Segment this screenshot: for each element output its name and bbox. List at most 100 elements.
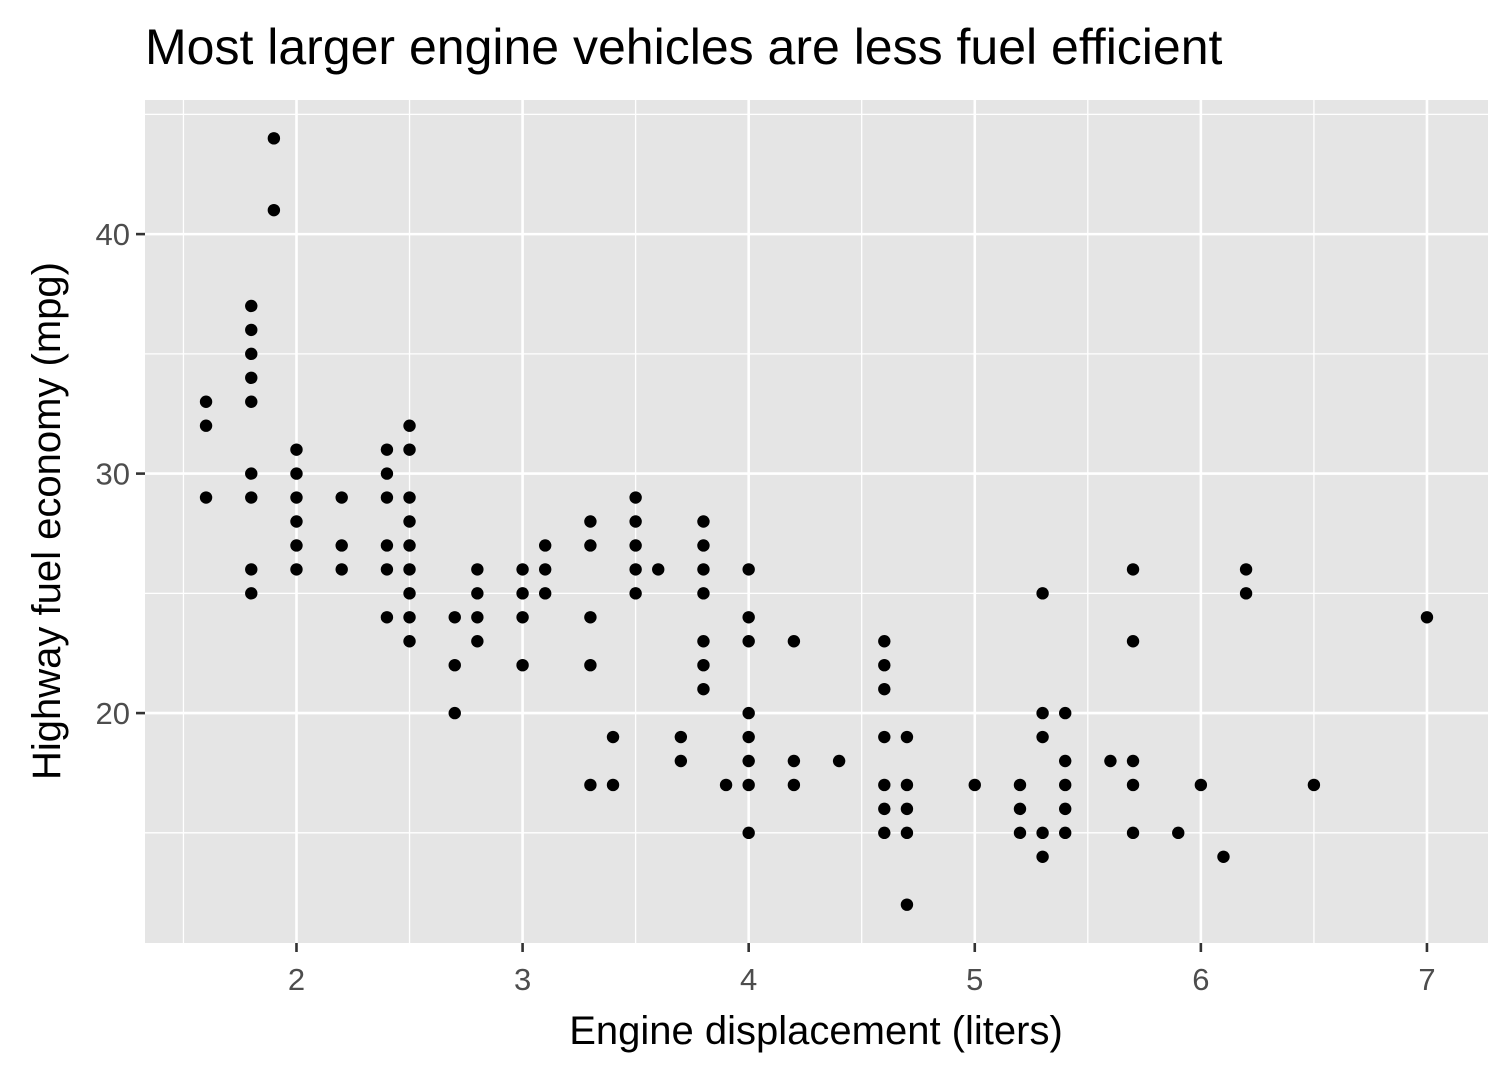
data-point — [448, 706, 461, 720]
data-point — [380, 491, 394, 504]
data-point — [403, 419, 416, 432]
data-point — [606, 778, 620, 792]
data-point — [742, 706, 755, 720]
major-gridlines — [145, 100, 1488, 943]
data-point — [1059, 754, 1072, 768]
data-point — [403, 539, 416, 552]
data-point — [538, 539, 552, 552]
data-point — [900, 898, 914, 911]
data-point — [1059, 706, 1072, 720]
data-point — [674, 754, 688, 768]
data-point — [584, 658, 597, 672]
data-point — [1217, 850, 1230, 863]
data-point — [1036, 730, 1049, 744]
data-point — [900, 730, 914, 744]
x-tick-label: 3 — [514, 962, 531, 997]
minor-gridlines — [145, 100, 1488, 943]
data-point — [878, 826, 891, 840]
data-point — [380, 467, 394, 480]
y-tick-label: 20 — [96, 696, 130, 731]
data-point — [787, 635, 801, 648]
data-point — [245, 299, 258, 313]
x-axis-title: Engine displacement (liters) — [569, 1009, 1063, 1053]
x-tick-label: 4 — [740, 962, 757, 997]
data-point — [584, 515, 597, 528]
data-point — [697, 587, 710, 600]
data-point — [448, 611, 461, 624]
data-point — [742, 754, 755, 768]
data-point — [245, 467, 258, 480]
data-point — [606, 730, 620, 744]
data-point — [1126, 778, 1140, 792]
data-point — [878, 635, 891, 648]
data-point — [787, 754, 801, 768]
y-axis-title: Highway fuel economy (mpg) — [25, 262, 69, 780]
data-point — [1013, 826, 1027, 840]
data-point — [584, 539, 597, 552]
data-point — [1420, 611, 1434, 624]
data-point — [1194, 778, 1208, 792]
data-point — [516, 611, 529, 624]
x-axis: 2 3 4 5 6 7 — [288, 943, 1436, 997]
data-point — [245, 371, 258, 385]
data-point — [471, 587, 484, 600]
data-point — [1036, 706, 1049, 720]
x-tick-label: 2 — [288, 962, 305, 997]
data-point — [290, 467, 303, 480]
data-point — [742, 778, 755, 792]
data-point — [742, 611, 755, 624]
data-point — [629, 539, 642, 552]
data-point — [742, 730, 755, 744]
data-point — [697, 563, 710, 576]
data-point — [697, 635, 710, 648]
data-point — [245, 395, 258, 408]
data-point — [538, 563, 552, 576]
chart-title: Most larger engine vehicles are less fue… — [145, 19, 1223, 75]
data-point — [199, 395, 213, 408]
data-point — [245, 587, 258, 600]
data-point — [1059, 778, 1072, 792]
data-point — [787, 778, 801, 792]
data-point — [471, 563, 484, 576]
data-point — [290, 563, 303, 576]
data-point — [380, 563, 394, 576]
data-point — [697, 539, 710, 552]
data-point — [403, 635, 416, 648]
data-point — [1036, 587, 1049, 600]
data-point — [403, 563, 416, 576]
data-point — [629, 491, 642, 504]
data-point — [516, 658, 529, 672]
data-point — [1013, 802, 1027, 816]
data-point — [1013, 778, 1027, 792]
data-point — [629, 515, 642, 528]
data-point — [878, 730, 891, 744]
data-point — [403, 587, 416, 600]
data-point — [742, 563, 755, 576]
data-point — [1059, 826, 1072, 840]
data-point — [403, 611, 416, 624]
data-point — [335, 563, 348, 576]
data-point — [878, 682, 891, 696]
data-point — [245, 491, 258, 504]
data-point — [448, 658, 461, 672]
data-point — [1172, 826, 1185, 840]
data-point — [1126, 754, 1140, 768]
data-point — [290, 443, 303, 456]
data-point — [742, 826, 755, 840]
y-tick-label: 40 — [96, 217, 130, 252]
data-point — [697, 515, 710, 528]
data-point — [403, 491, 416, 504]
data-point — [968, 778, 981, 792]
data-point — [1036, 850, 1049, 863]
data-point — [1239, 563, 1253, 576]
data-point — [335, 491, 348, 504]
data-point — [878, 778, 891, 792]
data-point — [335, 539, 348, 552]
data-point — [1307, 778, 1321, 792]
data-point — [1126, 826, 1140, 840]
data-point — [900, 778, 914, 792]
plot-panel — [145, 100, 1488, 943]
data-point — [629, 587, 642, 600]
data-point — [199, 419, 213, 432]
data-point — [674, 730, 688, 744]
